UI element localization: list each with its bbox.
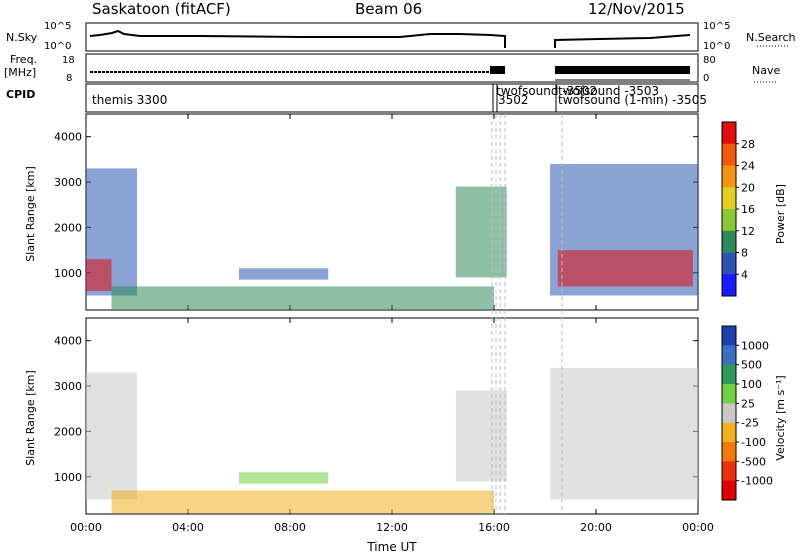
power-ylabel: Slant Range [km] (24, 166, 37, 262)
velocity-ytick-label: 2000 (54, 425, 82, 438)
nsky-label: N.Sky (6, 31, 38, 44)
power-echo-region (455, 186, 507, 278)
velocity-colorbar-label: -100 (741, 436, 766, 449)
velocity-colorbar-segment (722, 384, 736, 404)
freq-panel: Freq. [MHz] 18 8 80 0 Nave (4, 53, 780, 84)
xtick-label: 08:00 (274, 521, 306, 534)
xtick-label: 00:00 (682, 521, 714, 534)
nave-tick-bottom: 0 (703, 73, 709, 84)
cpid-text-2: 3502 (498, 93, 529, 107)
freq-tick-bottom: 8 (66, 73, 72, 84)
power-echo-region (86, 259, 112, 291)
xtick-label: 20:00 (580, 521, 612, 534)
velocity-colorbar-segment (722, 403, 736, 424)
velocity-ytick-label: 1000 (54, 471, 82, 484)
cpid-panel: CPID themis 3300 twofsound -3502 3502 tw… (6, 83, 707, 113)
velocity-colorbar-segment (722, 480, 736, 501)
time-xlabel: Time UT (366, 540, 417, 554)
power-colorbar-label: 8 (741, 247, 748, 260)
velocity-colorbar-label: 1000 (741, 339, 769, 352)
xtick-label: 16:00 (478, 521, 510, 534)
power-colorbar-label: 28 (741, 138, 755, 151)
velocity-ytick-label: 4000 (54, 335, 82, 348)
velocity-colorbar-label: -1000 (741, 475, 773, 488)
power-colorbar-segment (722, 143, 736, 166)
nsearch-tick-bottom: 10^0 (703, 41, 730, 52)
velocity-echo-region (111, 490, 494, 514)
nave-block-2 (555, 66, 690, 74)
velocity-colorbar-frame (721, 325, 737, 501)
power-colorbar-segment (722, 274, 736, 297)
power-echo-region (239, 268, 329, 280)
velocity-echo-region (550, 367, 698, 500)
power-colorbar-label: 4 (741, 268, 748, 281)
power-ytick-label: 4000 (54, 131, 82, 144)
nsearch-tick-top: 10^5 (703, 21, 730, 32)
velocity-ylabel: Slant Range [km] (24, 370, 37, 466)
power-cbar-label: Power [dB] (774, 184, 787, 244)
power-ytick-label: 1000 (54, 267, 82, 280)
velocity-echo-region (239, 472, 329, 484)
nsky-panel: N.Sky 10^5 10^0 10^5 10^0 N.Search (6, 21, 796, 52)
date-title: 12/Nov/2015 (588, 0, 685, 18)
nsearch-label: N.Search (746, 31, 796, 44)
station-title: Saskatoon (fitACF) (92, 0, 231, 18)
beam-title: Beam 06 (355, 0, 423, 18)
power-ytick-label: 3000 (54, 176, 82, 189)
power-ytick-label: 2000 (54, 221, 82, 234)
velocity-colorbar-segment (722, 442, 736, 462)
cpid-text-1: twofsound -3502 (496, 84, 597, 98)
velocity-ytick-label: 3000 (54, 380, 82, 393)
power-colorbar-segment (722, 230, 736, 253)
velocity-colorbar-segment (722, 422, 736, 443)
velocity-colorbar-label: 100 (741, 378, 762, 391)
nave-tick-top: 80 (703, 55, 716, 66)
power-colorbar-label: 12 (741, 225, 755, 238)
velocity-colorbar-segment (722, 461, 736, 482)
xtick-label: 12:00 (376, 521, 408, 534)
nsky-trace-1 (89, 29, 506, 48)
nave-label: Nave (752, 64, 780, 77)
cpid-text-0: themis 3300 (92, 93, 167, 107)
cpid-label: CPID (6, 88, 35, 101)
nave-block-1 (490, 66, 505, 74)
velocity-colorbar-label: 500 (741, 359, 762, 372)
velocity-colorbar-label: 25 (741, 397, 755, 410)
power-colorbar-label: 24 (741, 160, 755, 173)
freq-label-2: [MHz] (4, 66, 36, 79)
velocity-colorbar-label: -500 (741, 455, 766, 468)
power-colorbar-segment (722, 252, 736, 275)
cpid-text-4: twofsound (1-min) -3505 (558, 93, 707, 107)
freq-tick-top: 18 (62, 55, 75, 66)
velocity-colorbar-segment (722, 326, 736, 346)
velocity-colorbar-label: -25 (741, 417, 759, 430)
power-colorbar-label: 16 (741, 203, 755, 216)
nsky-trace-2 (554, 34, 691, 48)
power-colorbar-segment (722, 122, 736, 145)
xtick-label: 04:00 (172, 521, 204, 534)
velocity-colorbar-segment (722, 364, 736, 385)
nsky-tick-top: 10^5 (44, 21, 71, 32)
velocity-cbar-label: Velocity [m s⁻¹] (774, 375, 787, 460)
cpid-text-3: twofsound -3503 (558, 84, 659, 98)
xtick-label: 00:00 (70, 521, 102, 534)
velocity-echo-region (455, 390, 507, 482)
power-colorbar-segment (722, 187, 736, 210)
power-colorbar-segment (722, 165, 736, 188)
velocity-colorbar-segment (722, 345, 736, 366)
power-echo-region (557, 250, 693, 287)
power-echo-region (111, 286, 494, 310)
freq-label-1: Freq. (10, 53, 37, 66)
nsky-tick-bottom: 10^0 (44, 41, 71, 52)
velocity-panel: 1000 2000 3000 4000 00:00 04:00 08:00 12:00 16:0… (54, 317, 773, 534)
power-colorbar-segment (722, 209, 736, 232)
velocity-echo-region (86, 372, 137, 500)
power-colorbar-label: 20 (741, 181, 755, 194)
power-panel: 1000 2000 3000 4000 4 8 12 16 20 24 28 (54, 113, 755, 311)
